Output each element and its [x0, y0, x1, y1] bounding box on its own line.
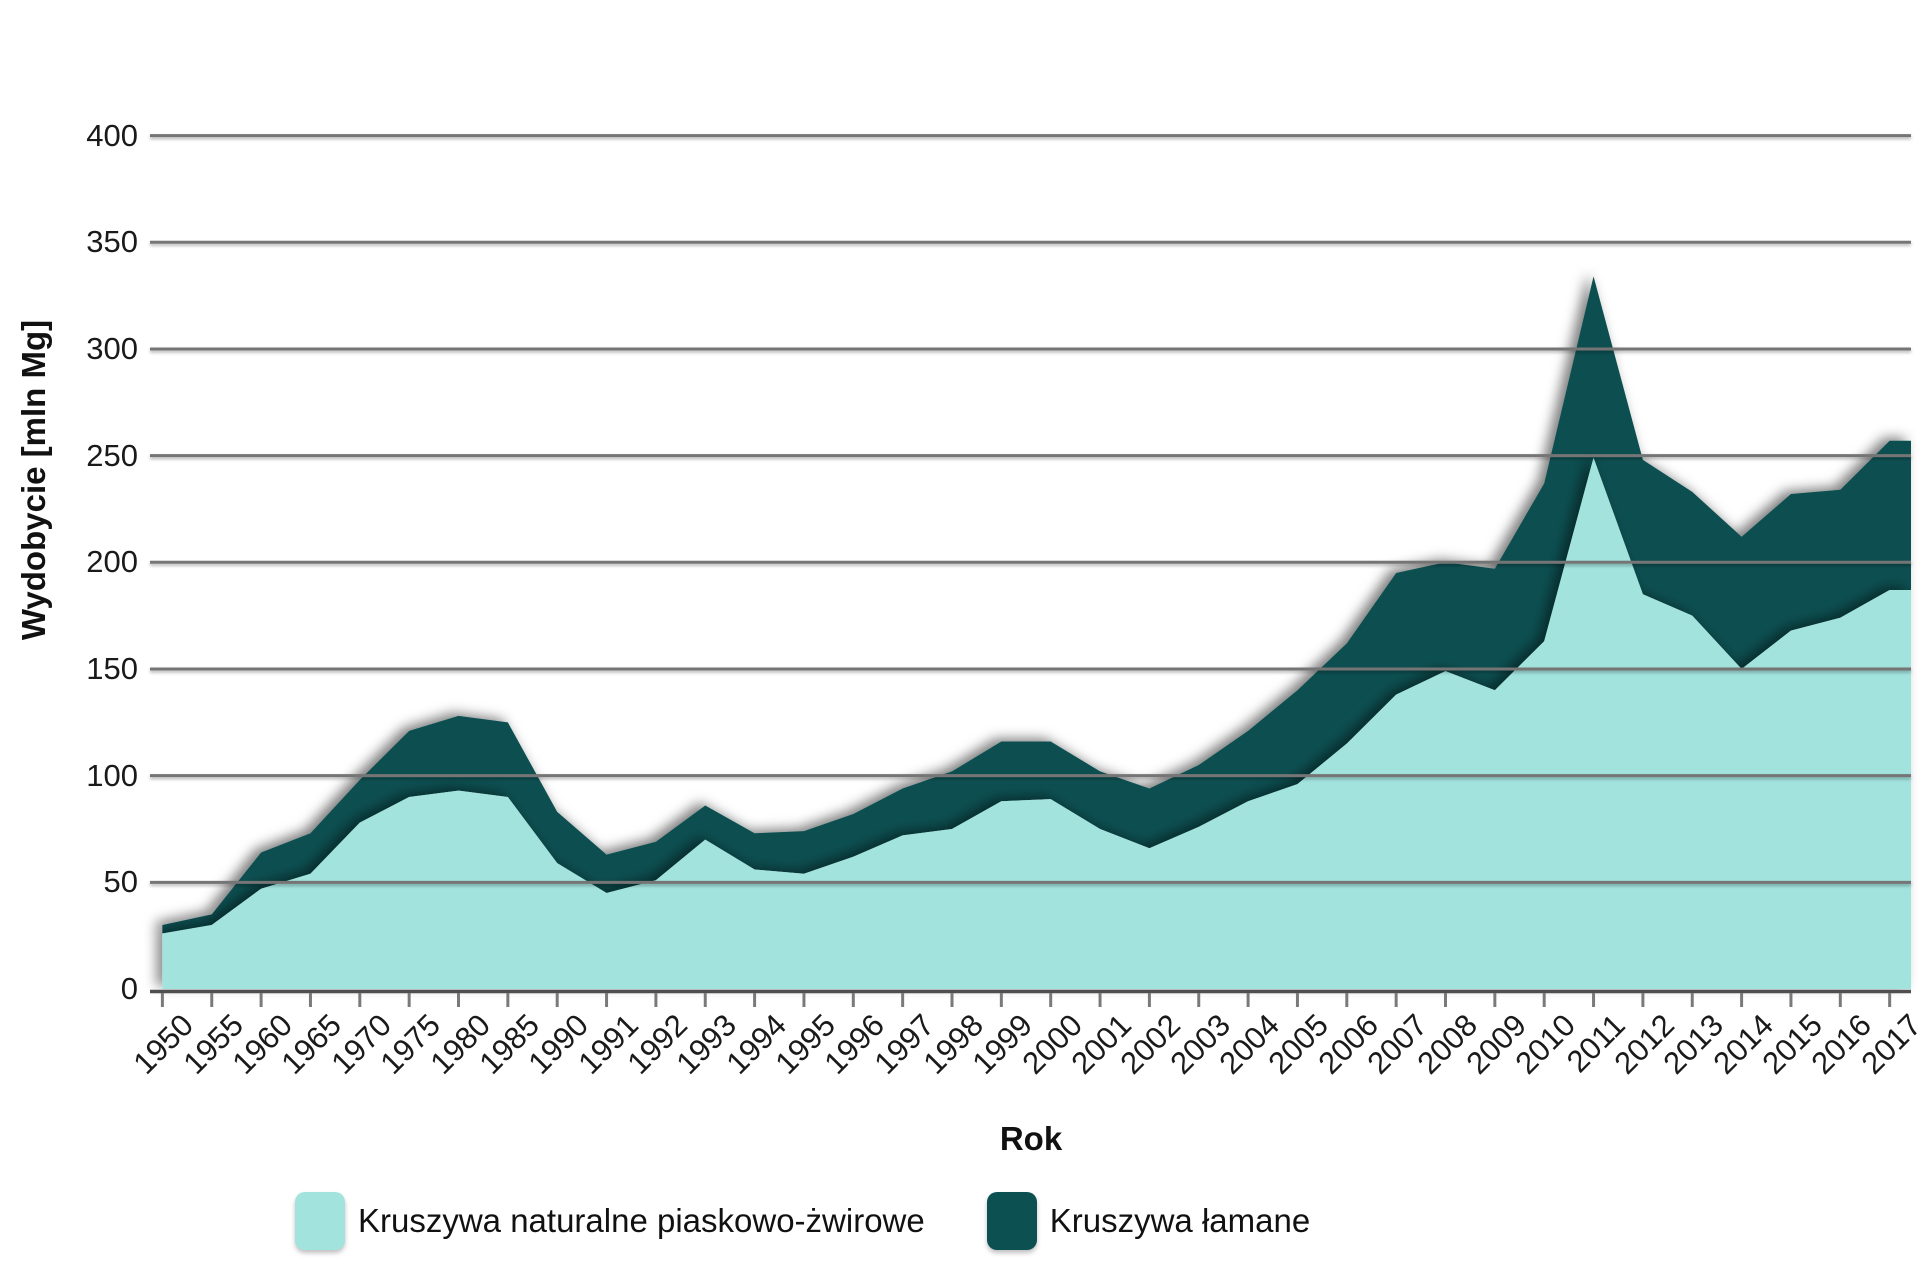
legend-label-natural-aggregates: Kruszywa naturalne piaskowo-żwirowe	[358, 1202, 925, 1239]
legend-swatch-dark	[986, 1192, 1037, 1250]
legend-swatch-light	[295, 1192, 345, 1250]
y-tick-label: 300	[86, 330, 138, 366]
area-series-group	[162, 276, 1911, 989]
y-tick-label: 50	[103, 864, 138, 900]
y-tick-label: 0	[120, 971, 138, 1006]
area-kruszywa-naturalne	[162, 457, 1911, 989]
y-axis-title: Wydobycie [mln Mg]	[15, 319, 52, 641]
y-tick-label: 100	[86, 757, 138, 793]
gridlines-group	[150, 134, 1911, 884]
legend: Kruszywa naturalne piaskowo-żwirowe Krus…	[295, 1192, 1310, 1250]
legend-item-crushed-aggregates: Kruszywa łamane	[986, 1192, 1311, 1250]
legend-label-crushed-aggregates: Kruszywa łamane	[1049, 1202, 1311, 1239]
x-axis-group	[150, 989, 1911, 1007]
x-axis-title: Rok	[999, 1120, 1063, 1157]
y-tick-label: 200	[86, 544, 138, 580]
y-tick-label: 250	[86, 437, 138, 473]
y-tick-label: 150	[86, 650, 138, 686]
y-tick-label: 400	[86, 117, 138, 153]
legend-item-natural-aggregates: Kruszywa naturalne piaskowo-żwirowe	[295, 1192, 925, 1250]
y-tick-label: 350	[86, 224, 138, 260]
